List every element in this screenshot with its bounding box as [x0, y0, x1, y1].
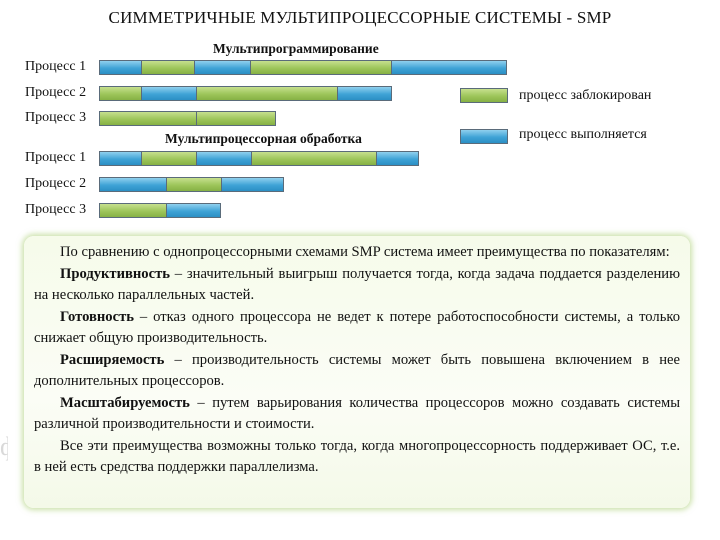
- mpp-p1-segment-running: [196, 151, 251, 166]
- mp-process-1-label: Процесс 1: [25, 59, 87, 74]
- mp-p3-segment-blocked: [99, 111, 196, 126]
- mpp-p2-segment-blocked: [166, 177, 221, 192]
- legend-blocked-label: процесс заблокирован: [519, 88, 652, 103]
- mp-p1-segment-blocked: [250, 60, 391, 75]
- mp-process-2-label: Процесс 2: [25, 85, 87, 100]
- mpp-process-2-label: Процесс 2: [25, 176, 87, 191]
- mpp-p2-segment-running: [99, 177, 166, 192]
- mpp-p1-segment-running: [376, 151, 419, 166]
- mpp-p3-segment-running: [166, 203, 221, 218]
- mp-p1-segment-running: [194, 60, 250, 75]
- text-productivity: – значительный выигрыш получается тогда,…: [34, 265, 680, 304]
- mpp-process-3-timeline: [99, 203, 221, 218]
- legend-running-swatch: [460, 129, 508, 144]
- advantage-extensibility: Расширяемость – производительность систе…: [34, 350, 680, 393]
- multiprocessing-heading: Мультипроцессорная обработка: [165, 131, 362, 146]
- intro-paragraph: По сравнению с однопроцессорными схемами…: [60, 244, 670, 260]
- text-scalability: – путем варьирования количества процессо…: [34, 394, 680, 433]
- term-productivity: Продуктивность: [60, 265, 170, 282]
- mpp-p2-segment-running: [221, 177, 284, 192]
- mp-p1-segment-running: [391, 60, 507, 75]
- mp-p1-segment-blocked: [141, 60, 194, 75]
- term-extensibility: Расширяемость: [60, 351, 165, 368]
- side-decoration: ф: [0, 430, 8, 464]
- mpp-process-1-label: Процесс 1: [25, 150, 87, 165]
- mp-p2-segment-blocked: [196, 86, 337, 101]
- mp-p3-segment-blocked: [196, 111, 276, 126]
- mp-process-3-timeline: [99, 111, 276, 126]
- multiprogramming-heading: Мультипрограммирование: [213, 41, 379, 56]
- mpp-process-1-timeline: [99, 151, 419, 166]
- advantage-productivity: Продуктивность – значительный выигрыш по…: [34, 264, 680, 307]
- mpp-process-2-timeline: [99, 177, 284, 192]
- legend-blocked-swatch: [460, 88, 508, 103]
- advantage-availability: Готовность – отказ одного процессора не …: [34, 307, 680, 350]
- text-extensibility: – производительность системы может быть …: [34, 351, 680, 390]
- advantage-scalability: Масштабируемость – путем варьирования ко…: [34, 393, 680, 436]
- mp-process-2-timeline: [99, 86, 392, 101]
- term-scalability: Масштабируемость: [60, 394, 190, 411]
- mp-p1-segment-running: [99, 60, 141, 75]
- mpp-p1-segment-blocked: [141, 151, 196, 166]
- mpp-p3-segment-blocked: [99, 203, 166, 218]
- mp-p2-segment-blocked: [99, 86, 141, 101]
- legend-running-label: процесс выполняется: [519, 127, 647, 142]
- mp-process-3-label: Процесс 3: [25, 110, 87, 125]
- advantages-text-box: По сравнению с однопроцессорными схемами…: [24, 236, 690, 508]
- text-availability: – отказ одного процессора не ведет к пот…: [34, 308, 680, 347]
- mpp-p1-segment-blocked: [251, 151, 376, 166]
- mp-p2-segment-running: [337, 86, 392, 101]
- term-availability: Готовность: [60, 308, 134, 325]
- mpp-process-3-label: Процесс 3: [25, 202, 87, 217]
- mp-process-1-timeline: [99, 60, 507, 75]
- slide-title: СИММЕТРИЧНЫЕ МУЛЬТИПРОЦЕССОРНЫЕ СИСТЕМЫ …: [108, 8, 612, 27]
- mpp-p1-segment-running: [99, 151, 141, 166]
- conclusion-paragraph: Все эти преимущества возможны только тог…: [34, 437, 680, 476]
- mp-p2-segment-running: [141, 86, 196, 101]
